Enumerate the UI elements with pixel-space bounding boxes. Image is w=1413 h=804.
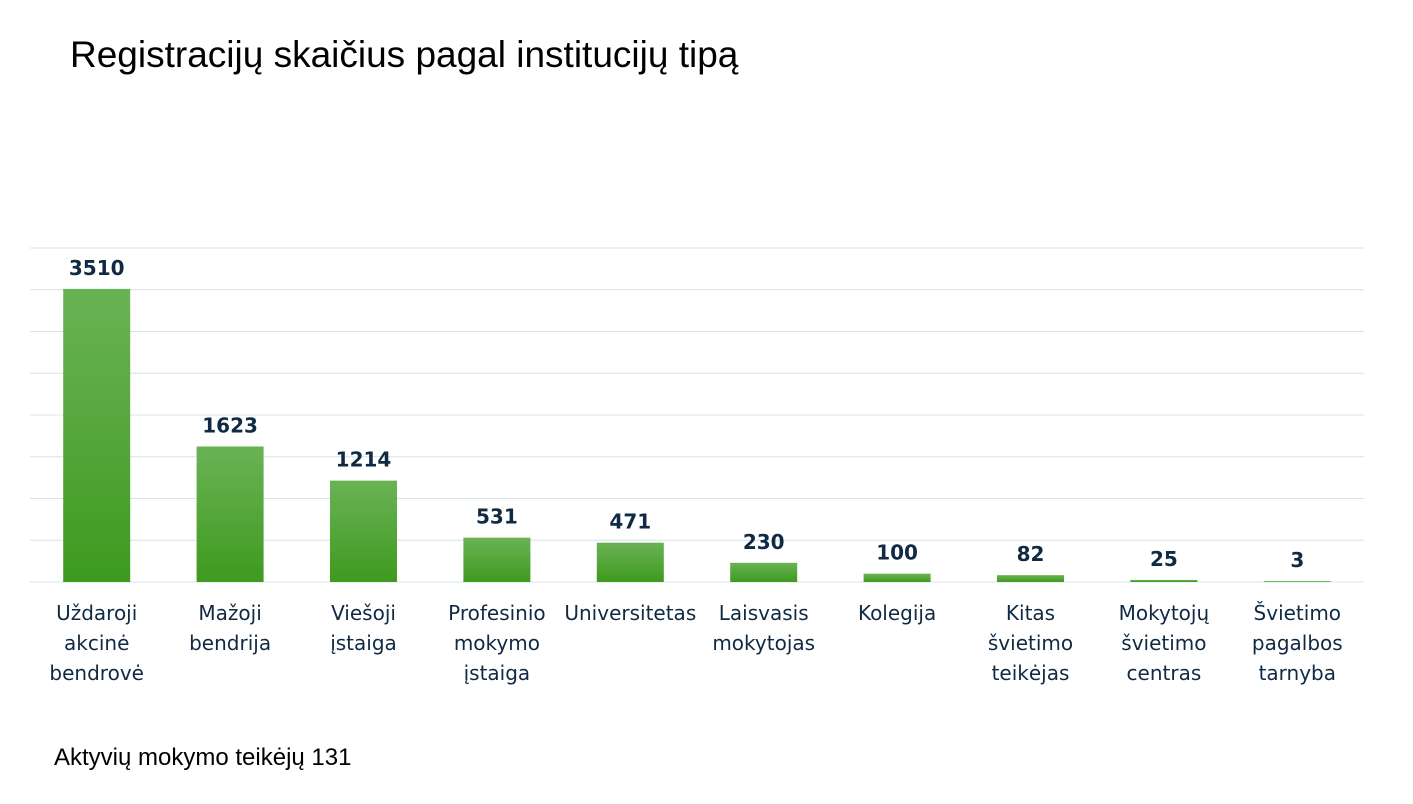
category-label-line: Mokytojų [1119, 601, 1210, 625]
category-label-line: centras [1127, 661, 1202, 685]
bar-value-label: 531 [476, 505, 518, 529]
category-label-line: mokymo [454, 631, 540, 655]
category-label: Mažoji bendrija [189, 601, 271, 655]
category-label: Kitas švietimo teikėjas [988, 601, 1073, 685]
category-label-line: teikėjas [992, 661, 1070, 685]
bar [63, 288, 131, 582]
category-label-line: įstaiga [464, 661, 531, 685]
bar-value-label: 471 [609, 510, 651, 534]
category-label-line: Uždaroji [56, 601, 137, 625]
category-label: Uždaroji akcinė bendrovė [49, 601, 144, 685]
bar-value-label: 100 [876, 541, 918, 565]
category-label-line: Kolegija [858, 601, 936, 625]
category-label-line: Švietimo [1254, 601, 1342, 625]
bar-value-label: 82 [1017, 542, 1045, 566]
bar-value-label: 3510 [69, 256, 125, 280]
bar-value-label: 25 [1150, 547, 1178, 571]
category-label: Profesinio mokymo įstaiga [448, 601, 546, 685]
bar-value-label: 1214 [336, 448, 392, 472]
bar [1263, 581, 1331, 582]
category-label-line: Universitetas [564, 601, 696, 625]
bar [997, 575, 1064, 582]
category-label-line: bendrovė [49, 661, 144, 685]
category-label: Švietimo pagalbos tarnyba [1252, 601, 1343, 685]
bar [863, 573, 931, 582]
category-label-line: bendrija [189, 631, 271, 655]
category-label: Kolegija [858, 601, 936, 625]
bar [330, 480, 397, 582]
category-label: Universitetas [564, 601, 696, 625]
category-label-line: įstaiga [330, 631, 397, 655]
bar-value-label: 230 [743, 530, 785, 554]
category-label-line: švietimo [988, 631, 1073, 655]
bar-value-label: 1623 [202, 413, 258, 437]
category-label-line: Profesinio [448, 601, 546, 625]
category-label-line: mokytojas [712, 631, 815, 655]
chart-title: Registracijų skaičius pagal institucijų … [70, 34, 739, 75]
active-providers-note: Aktyvių mokymo teikėjų 131 [54, 744, 352, 771]
value-labels: 3510 1623 1214 531 471 230 100 82 25 3 [69, 256, 1304, 572]
category-label-line: tarnyba [1259, 661, 1336, 685]
bar [730, 562, 798, 582]
bar [1130, 579, 1198, 582]
category-label-line: Mažoji [198, 601, 261, 625]
category-label: Laisvasis mokytojas [712, 601, 815, 655]
category-label: Mokytojų švietimo centras [1119, 601, 1210, 685]
category-label: Viešoji įstaiga [330, 601, 397, 655]
category-label-line: akcinė [64, 631, 129, 655]
bar [596, 542, 664, 582]
category-labels: Uždaroji akcinė bendrovė Mažoji bendrija Vieš… [49, 601, 1342, 685]
bars [63, 288, 1331, 582]
category-label-line: švietimo [1121, 631, 1206, 655]
category-label-line: pagalbos [1252, 631, 1343, 655]
bar-value-label: 3 [1290, 548, 1304, 572]
bar [196, 446, 264, 582]
category-label-line: Kitas [1006, 601, 1055, 625]
bar [463, 537, 531, 582]
category-label-line: Laisvasis [719, 601, 809, 625]
category-label-line: Viešoji [331, 601, 396, 625]
